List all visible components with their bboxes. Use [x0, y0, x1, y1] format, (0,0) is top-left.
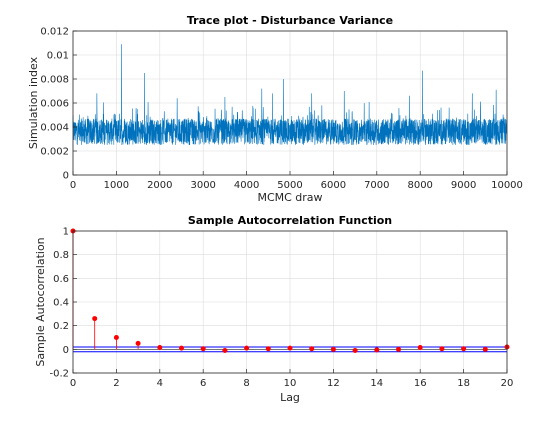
acf-ytick-label: 0: [63, 345, 69, 356]
trace-ytick-label: 0.002: [40, 147, 69, 158]
trace-xtick-label: 6000: [321, 180, 346, 191]
trace-xtick-label: 4000: [234, 180, 259, 191]
trace-series-line: [72, 44, 508, 146]
trace-ytick-label: 0.006: [40, 99, 69, 110]
acf-xtick-label: 10: [284, 378, 297, 389]
acf-stem-marker: [157, 345, 163, 351]
trace-grid: [72, 30, 508, 176]
acf-stem-marker: [92, 316, 98, 322]
acf-ticks: 0 2 4 6 8 10 12 14 16 18 20-0.200.20.40.60.81: [49, 227, 513, 390]
acf-ytick-label: 0.6: [53, 274, 69, 285]
trace-xtick-label: 3000: [190, 180, 215, 191]
trace-ticks: 0 1000 2000 3000 4000 5000 6000 7000 8000 9000 100…: [40, 27, 523, 192]
acf-stem-marker: [352, 348, 358, 354]
acf-stem-marker: [113, 335, 119, 340]
trace-ytick-label: 0.012: [40, 27, 69, 38]
trace-xtick-label: 1000: [104, 180, 129, 191]
acf-ylabel: Sample Autocorrelation: [34, 237, 47, 366]
acf-stem-marker: [461, 346, 467, 352]
acf-xtick-label: 4: [157, 378, 163, 389]
trace-ytick-label: 0.004: [40, 123, 69, 134]
acf-title: Sample Autocorrelation Function: [188, 214, 392, 227]
acf-stem-marker: [482, 346, 488, 352]
acf-stem-marker: [179, 345, 184, 351]
trace-plot: 0 1000 2000 3000 4000 5000 6000 7000 8000 9000 100…: [27, 14, 523, 204]
acf-stem-marker: [200, 346, 206, 352]
acf-ytick-label: -0.2: [49, 369, 69, 380]
acf-ytick-label: 0.4: [53, 298, 69, 309]
trace-title: Trace plot - Disturbance Variance: [187, 14, 393, 27]
acf-xtick-label: 20: [501, 378, 514, 389]
acf-xtick-label: 2: [113, 378, 119, 389]
acf-xtick-label: 8: [243, 378, 249, 389]
trace-xtick-label: 10000: [491, 180, 523, 191]
trace-xtick-label: 2000: [147, 180, 172, 191]
acf-xtick-label: 12: [327, 378, 340, 389]
acf-xtick-label: 16: [414, 378, 427, 389]
acf-xlabel: Lag: [280, 391, 300, 404]
acf-stem-marker: [439, 346, 445, 352]
acf-ytick-label: 0.2: [53, 321, 69, 332]
acf-stem-marker: [330, 346, 336, 352]
trace-xtick-label: 5000: [277, 180, 302, 191]
acf-stem-marker: [417, 345, 423, 351]
acf-xtick-label: 18: [457, 378, 470, 389]
trace-ytick-label: 0: [63, 171, 69, 182]
trace-xtick-label: 9000: [451, 180, 476, 191]
acf-xtick-label: 6: [200, 378, 206, 389]
trace-xtick-label: 7000: [364, 180, 389, 191]
acf-stem-marker: [287, 345, 293, 351]
acf-ytick-label: 0.8: [53, 250, 69, 261]
trace-ytick-label: 0.01: [47, 51, 69, 62]
trace-xtick-label: 0: [70, 180, 76, 191]
acf-xtick-label: 14: [370, 378, 383, 389]
trace-ytick-label: 0.008: [40, 75, 69, 86]
trace-xlabel: MCMC draw: [257, 191, 322, 204]
acf-stem-marker: [396, 346, 401, 352]
acf-plot: 0 2 4 6 8 10 12 14 16 18 20-0.200.20.40.60.81 Samp…: [34, 214, 513, 404]
acf-xtick-label: 0: [70, 378, 76, 389]
acf-stem-marker: [309, 346, 315, 352]
acf-stem-marker: [222, 348, 228, 354]
acf-stem-marker: [374, 347, 380, 353]
acf-stem-marker: [265, 346, 271, 352]
trace-xtick-label: 8000: [407, 180, 432, 191]
acf-stem-marker: [135, 340, 141, 346]
acf-ytick-label: 1: [63, 227, 69, 238]
trace-ylabel: Simulation index: [27, 56, 40, 149]
acf-stem-marker: [244, 345, 250, 351]
